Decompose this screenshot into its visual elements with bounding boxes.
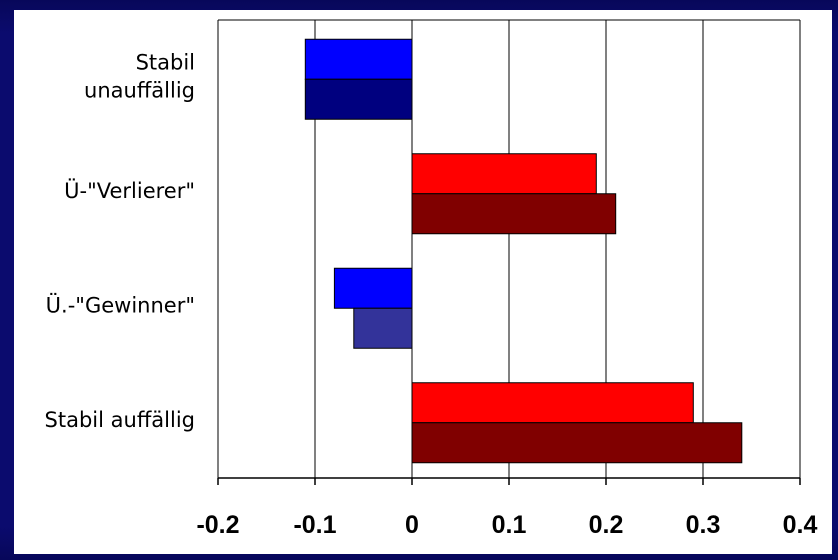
bar-cat2-series0 [333,267,413,309]
bar-cat3-series1 [411,422,743,464]
bar-cat3-series0 [411,382,694,424]
bar-cat2-series1 [353,307,413,349]
axis-layer: -0.2 -0.1 0 0.1 0.2 0.3 0.4 [196,477,818,539]
x-tick-label-4: 0.2 [589,511,624,539]
x-tick-label-5: 0.3 [686,511,721,539]
bar-cat1-series0 [411,153,597,195]
x-tick-label-6: 0.4 [783,511,818,539]
category-label-3: Stabil auffällig [45,408,195,432]
category-label-1: Ü-"Verlierer" [64,178,195,203]
category-label-2: Ü.-"Gewinner" [46,292,195,317]
x-tick-label-3: 0.1 [492,511,527,539]
bar-cat1-series1 [411,193,617,235]
bar-cat0-series1 [304,78,413,120]
chart-panel [14,10,832,554]
bar-cat0-series0 [304,38,413,80]
bar-layer [304,38,743,464]
category-label-0: Stabil unauffällig [84,50,195,102]
x-tick-label-2: 0 [405,511,419,539]
x-tick-label-1: -0.1 [293,511,336,539]
label-layer: Stabil unauffällig Ü-"Verlierer" Ü.-"Gewinn… [45,50,195,432]
x-tick-label-0: -0.2 [196,511,239,539]
